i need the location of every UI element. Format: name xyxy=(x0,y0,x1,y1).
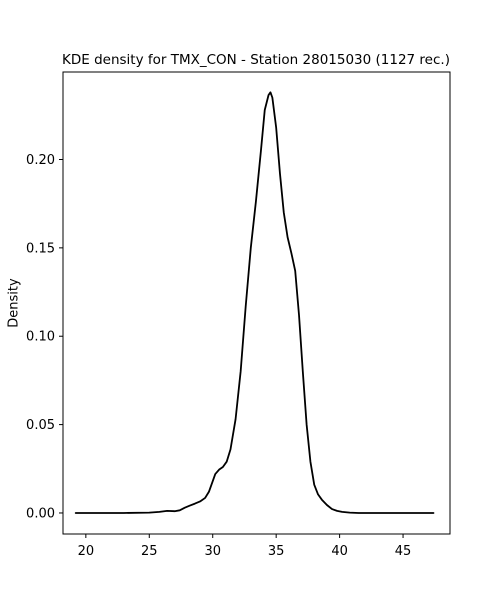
x-tick-label: 40 xyxy=(331,544,348,559)
y-tick-label: 0.10 xyxy=(26,330,55,345)
plot-area xyxy=(62,71,451,535)
chart-title: KDE density for TMX_CON - Station 280150… xyxy=(62,52,450,68)
axis-ticks: 20 25 30 35 40 45 0.00 0.05 0.10 0.15 0.20 xyxy=(26,153,411,559)
y-tick-label: 0.05 xyxy=(26,418,55,433)
x-tick-label: 25 xyxy=(141,544,158,559)
y-tick-label: 0.15 xyxy=(26,241,55,256)
x-tick-label: 20 xyxy=(78,544,95,559)
y-tick-label: 0.20 xyxy=(26,153,55,168)
x-tick-label: 30 xyxy=(204,544,221,559)
y-tick-label: 0.00 xyxy=(26,506,55,521)
x-tick-label: 35 xyxy=(268,544,285,559)
x-tick-label: 45 xyxy=(395,544,412,559)
axes-frame xyxy=(62,71,451,535)
density-line-0 xyxy=(74,91,435,514)
y-axis-title: Density xyxy=(7,278,22,328)
